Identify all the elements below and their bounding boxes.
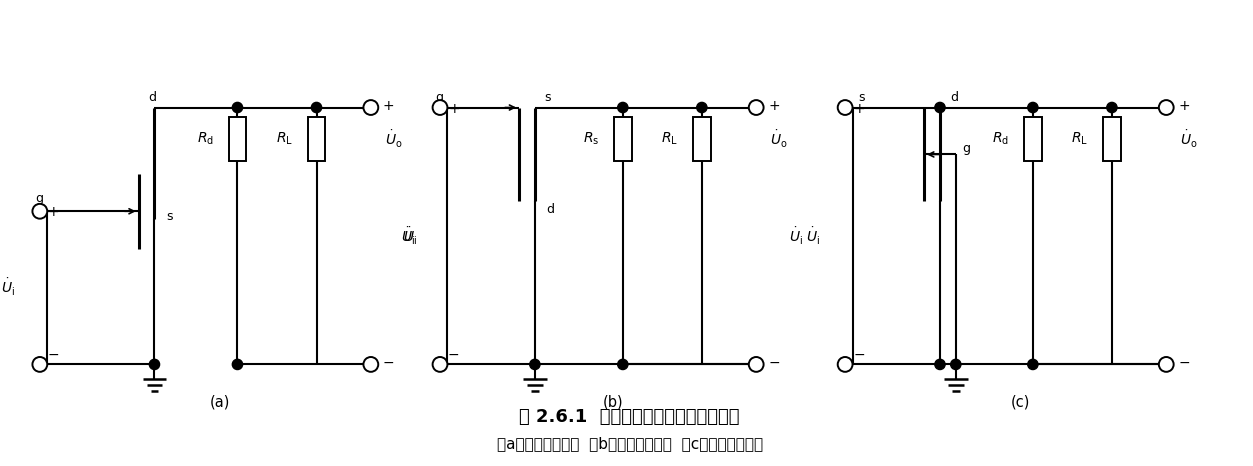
Text: (a): (a) (211, 394, 231, 410)
Circle shape (951, 359, 961, 370)
Text: +: + (382, 98, 395, 112)
Text: s: s (858, 91, 865, 104)
Text: s: s (545, 91, 551, 104)
Circle shape (363, 100, 378, 115)
Circle shape (311, 103, 322, 113)
Circle shape (618, 103, 628, 113)
Text: $R_\mathrm{L}$: $R_\mathrm{L}$ (1071, 131, 1088, 147)
Circle shape (935, 103, 945, 113)
Bar (228, 117, 247, 161)
Bar (1103, 117, 1120, 161)
Text: g: g (435, 91, 444, 104)
Text: $R_\mathrm{d}$: $R_\mathrm{d}$ (197, 131, 214, 147)
Circle shape (838, 357, 852, 372)
Circle shape (363, 357, 378, 372)
Circle shape (33, 357, 48, 372)
Circle shape (697, 103, 707, 113)
Circle shape (1159, 357, 1174, 372)
Text: $\dot{U}_\mathrm{i}$: $\dot{U}_\mathrm{i}$ (807, 226, 821, 247)
Text: (b): (b) (603, 394, 623, 410)
Circle shape (749, 357, 763, 372)
Circle shape (1027, 103, 1037, 113)
Text: d: d (148, 91, 157, 104)
Text: $R_\mathrm{s}$: $R_\mathrm{s}$ (583, 131, 599, 147)
Circle shape (1159, 100, 1174, 115)
Circle shape (530, 359, 540, 370)
Text: d: d (546, 203, 555, 216)
Text: $R_\mathrm{L}$: $R_\mathrm{L}$ (662, 131, 678, 147)
Text: +: + (48, 205, 59, 219)
Text: $\dot{U}_\mathrm{o}$: $\dot{U}_\mathrm{o}$ (771, 129, 788, 150)
Circle shape (232, 103, 243, 113)
Text: +: + (768, 98, 779, 112)
Text: −: − (1178, 356, 1190, 370)
Text: $R_\mathrm{L}$: $R_\mathrm{L}$ (276, 131, 293, 147)
Text: （a）共源放大电路  （b）共漏放大电路  （c）共栅放大电路: （a）共源放大电路 （b）共漏放大电路 （c）共栅放大电路 (496, 436, 763, 451)
Text: g: g (35, 192, 43, 205)
Bar (307, 117, 326, 161)
Circle shape (749, 100, 763, 115)
Text: d: d (950, 91, 957, 104)
Text: +: + (853, 102, 865, 116)
Circle shape (838, 100, 852, 115)
Text: −: − (768, 356, 779, 370)
Circle shape (432, 357, 447, 372)
Circle shape (935, 359, 945, 370)
Text: −: − (449, 348, 460, 362)
Text: $\dot{U}_\mathrm{i}$: $\dot{U}_\mathrm{i}$ (1, 277, 15, 298)
Text: −: − (382, 356, 395, 370)
Circle shape (33, 204, 48, 219)
Text: (c): (c) (1011, 394, 1030, 410)
Text: $\dot{U}_\mathrm{o}$: $\dot{U}_\mathrm{o}$ (385, 129, 402, 150)
Text: +: + (1178, 98, 1190, 112)
Circle shape (1027, 359, 1037, 370)
Text: −: − (48, 348, 59, 362)
Circle shape (432, 100, 447, 115)
Text: $\dot{U}_\mathrm{i}$: $\dot{U}_\mathrm{i}$ (403, 226, 417, 247)
Bar (693, 117, 710, 161)
Circle shape (232, 359, 243, 370)
Circle shape (1106, 103, 1116, 113)
Text: $R_\mathrm{d}$: $R_\mathrm{d}$ (992, 131, 1009, 147)
Text: $\dot{U}_\mathrm{o}$: $\dot{U}_\mathrm{o}$ (1180, 129, 1198, 150)
Circle shape (618, 359, 628, 370)
Text: $\dot{U}_\mathrm{i}$: $\dot{U}_\mathrm{i}$ (788, 226, 803, 247)
Text: −: − (853, 348, 865, 362)
Text: +: + (449, 102, 460, 116)
Bar (1024, 117, 1041, 161)
Circle shape (149, 359, 159, 370)
Text: s: s (167, 210, 173, 223)
Text: g: g (962, 142, 971, 155)
Bar (614, 117, 632, 161)
Text: 图 2.6.1  场效应管放大电路的三种接法: 图 2.6.1 场效应管放大电路的三种接法 (520, 408, 741, 426)
Text: $\dot{U}_\mathrm{i}$: $\dot{U}_\mathrm{i}$ (401, 226, 416, 247)
